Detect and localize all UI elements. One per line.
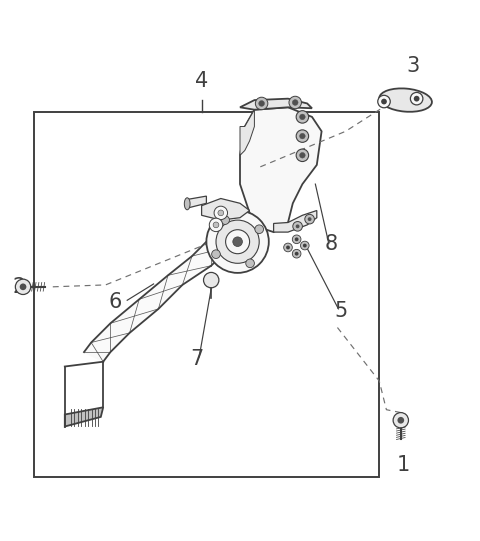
Circle shape — [226, 230, 250, 254]
Circle shape — [303, 243, 307, 247]
Circle shape — [289, 96, 301, 109]
Circle shape — [255, 97, 268, 110]
Circle shape — [300, 133, 305, 139]
Circle shape — [308, 217, 312, 221]
Circle shape — [284, 243, 292, 252]
Circle shape — [221, 216, 229, 225]
Circle shape — [15, 279, 31, 294]
Circle shape — [295, 237, 299, 241]
Circle shape — [246, 259, 254, 268]
Text: 2: 2 — [12, 278, 26, 298]
Circle shape — [255, 225, 264, 234]
Circle shape — [292, 100, 298, 105]
Circle shape — [410, 93, 423, 105]
Polygon shape — [65, 407, 103, 426]
Circle shape — [209, 218, 223, 232]
Polygon shape — [202, 199, 250, 220]
Polygon shape — [187, 196, 206, 208]
Text: 8: 8 — [324, 234, 338, 254]
Circle shape — [397, 417, 404, 424]
Circle shape — [414, 96, 420, 102]
Ellipse shape — [379, 88, 432, 112]
Polygon shape — [84, 213, 259, 362]
Circle shape — [286, 246, 290, 249]
Circle shape — [300, 241, 309, 250]
Circle shape — [292, 235, 301, 243]
Polygon shape — [274, 210, 317, 232]
Circle shape — [300, 114, 305, 120]
Circle shape — [381, 98, 387, 104]
Circle shape — [204, 273, 219, 288]
Text: 7: 7 — [190, 349, 204, 370]
Polygon shape — [240, 110, 254, 155]
Ellipse shape — [184, 198, 190, 210]
Polygon shape — [240, 107, 322, 232]
Circle shape — [393, 413, 408, 428]
Circle shape — [259, 101, 264, 107]
Circle shape — [378, 95, 390, 108]
Circle shape — [305, 214, 314, 224]
Circle shape — [300, 153, 305, 158]
Circle shape — [218, 210, 224, 216]
Circle shape — [206, 210, 269, 273]
Circle shape — [296, 149, 309, 162]
Circle shape — [295, 252, 299, 255]
Circle shape — [216, 220, 259, 263]
Polygon shape — [240, 98, 312, 110]
Circle shape — [296, 111, 309, 123]
Text: 6: 6 — [108, 292, 122, 312]
Circle shape — [292, 249, 301, 258]
Circle shape — [213, 222, 219, 228]
Text: 3: 3 — [406, 56, 420, 76]
Circle shape — [214, 206, 228, 220]
Circle shape — [296, 225, 300, 228]
Bar — [34, 112, 379, 477]
Text: 5: 5 — [334, 301, 348, 321]
Circle shape — [233, 237, 242, 247]
Text: 1: 1 — [396, 455, 410, 475]
Circle shape — [212, 250, 220, 259]
Circle shape — [20, 283, 26, 290]
Text: 4: 4 — [195, 71, 208, 91]
Circle shape — [296, 130, 309, 142]
Circle shape — [293, 222, 302, 231]
